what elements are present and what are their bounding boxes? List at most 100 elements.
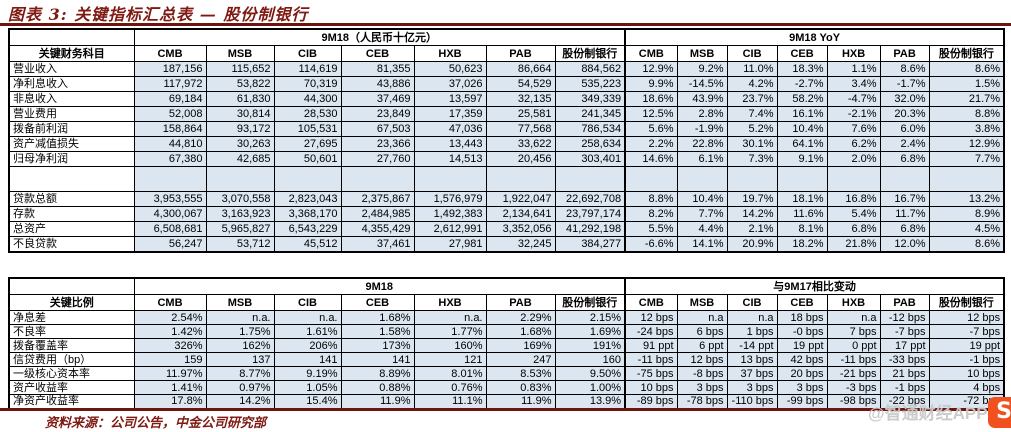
value-cell: 8.2%	[624, 206, 678, 222]
value-cell: 13 bps	[726, 352, 778, 367]
value-cell: 18.1%	[776, 191, 828, 207]
value-cell: 12.0%	[879, 236, 930, 252]
value-cell	[879, 166, 930, 192]
value-cell: -6.6%	[624, 236, 678, 252]
value-cell: 18 bps	[776, 310, 828, 325]
value-cell: 241,345	[554, 106, 626, 122]
watermark-text: @智通财经APP	[868, 404, 988, 423]
value-cell: 16.8%	[826, 191, 881, 207]
value-cell: -99 bps	[776, 394, 828, 409]
value-cell: 42,685	[205, 151, 275, 167]
value-cell: 8.8%	[928, 106, 1005, 122]
value-cell: 43.9%	[676, 91, 728, 107]
bank-column-header: MSB	[205, 45, 275, 62]
value-cell: 20.3%	[879, 106, 930, 122]
value-cell: 2,134,641	[485, 206, 556, 222]
bank-column-header: CEB	[340, 294, 415, 311]
value-cell: 18.3%	[776, 61, 828, 77]
table-row: 拨备覆盖率 326% 162% 206% 173% 160% 169% 191% 91 ppt 6…	[8, 338, 1005, 353]
value-cell: 12.9%	[624, 61, 678, 77]
value-cell: 18.2%	[776, 236, 828, 252]
value-cell: -2.1%	[826, 106, 881, 122]
value-cell: 4,300,067	[133, 206, 207, 222]
bank-column-header: MSB	[676, 45, 728, 62]
bottom-divider-rule	[0, 408, 1011, 411]
value-cell: 37 bps	[726, 366, 778, 381]
group-header-left: 9M18	[133, 277, 626, 295]
value-cell: 173%	[340, 338, 415, 353]
value-cell: 8.8%	[624, 191, 678, 207]
value-cell: 8.6%	[879, 61, 930, 77]
value-cell	[273, 166, 342, 192]
bank-column-header: CEB	[776, 294, 828, 311]
value-cell	[554, 166, 626, 192]
value-cell: 30,263	[205, 136, 275, 152]
value-cell: 1.1%	[826, 61, 881, 77]
value-cell: 6,508,681	[133, 221, 207, 237]
value-cell: 160	[554, 352, 626, 367]
table-row: 营业费用 52,008 30,814 28,530 23,849 17,359 25,581…	[8, 106, 1005, 122]
bank-column-header: CMB	[133, 294, 207, 311]
value-cell: 169%	[485, 338, 556, 353]
row-label: 拨备前利润	[8, 121, 135, 137]
table-row: 资产减值损失 44,810 30,263 27,695 23,366 13,443 33,6…	[8, 136, 1005, 152]
value-cell: 6,543,229	[273, 221, 342, 237]
value-cell: 67,503	[340, 121, 415, 137]
bank-column-header: CEB	[776, 45, 828, 62]
value-cell: 11.9%	[485, 394, 556, 409]
value-cell: 141	[340, 352, 415, 367]
value-cell: -24 bps	[624, 324, 678, 339]
value-cell: 44,300	[273, 91, 342, 107]
value-cell: -75 bps	[624, 366, 678, 381]
value-cell: 9.1%	[776, 151, 828, 167]
value-cell: 17.8%	[133, 394, 207, 409]
value-cell: 247	[485, 352, 556, 367]
value-cell: -4.7%	[826, 91, 881, 107]
row-label: 不良贷款	[8, 236, 135, 252]
value-cell: -11 bps	[826, 352, 881, 367]
value-cell: 25,581	[485, 106, 556, 122]
row-label: 归母净利润	[8, 151, 135, 167]
value-cell: 10 bps	[928, 366, 1005, 381]
value-cell: 187,156	[133, 61, 207, 77]
bank-column-header: CMB	[624, 45, 678, 62]
bank-column-header: CIB	[273, 294, 342, 311]
value-cell: 115,652	[205, 61, 275, 77]
value-cell: 2.4%	[879, 136, 930, 152]
value-cell: 27,760	[340, 151, 415, 167]
value-cell: 5.2%	[726, 121, 778, 137]
bank-column-header: PAB	[879, 294, 930, 311]
value-cell: 1.77%	[413, 324, 487, 339]
value-cell: 7.7%	[928, 151, 1005, 167]
value-cell: 4.5%	[928, 221, 1005, 237]
value-cell: 4.4%	[676, 221, 728, 237]
table-row: 营业收入 187,156 115,652 114,619 81,355 50,623 86,…	[8, 61, 1005, 77]
value-cell: 884,562	[554, 61, 626, 77]
value-cell: n.a.	[205, 310, 275, 325]
value-cell: -78 bps	[676, 394, 728, 409]
value-cell: 1,576,979	[413, 191, 487, 207]
value-cell: 2.2%	[624, 136, 678, 152]
table-row: 一级核心资本率 11.97% 8.77% 9.19% 8.89% 8.01% 8.53% 9.…	[8, 366, 1005, 381]
value-cell: 58.2%	[776, 91, 828, 107]
value-cell: 7.6%	[826, 121, 881, 137]
value-cell: 2.8%	[676, 106, 728, 122]
value-cell: 159	[133, 352, 207, 367]
bank-column-header: HXB	[413, 45, 487, 62]
value-cell: 91 ppt	[624, 338, 678, 353]
value-cell: 9.2%	[676, 61, 728, 77]
watermark-logo-icon: S	[988, 397, 1011, 428]
value-cell: 7.3%	[726, 151, 778, 167]
value-cell: -2.7%	[776, 76, 828, 92]
value-cell: 11.6%	[776, 206, 828, 222]
value-cell: 14.2%	[205, 394, 275, 409]
value-cell: 0.83%	[485, 380, 556, 395]
value-cell: 16.1%	[776, 106, 828, 122]
value-cell: 786,534	[554, 121, 626, 137]
value-cell: 3,352,056	[485, 221, 556, 237]
value-cell: 21.7%	[928, 91, 1005, 107]
value-cell: 19.7%	[726, 191, 778, 207]
value-cell: 1.05%	[273, 380, 342, 395]
value-cell: 7.7%	[676, 206, 728, 222]
value-cell: 23.7%	[726, 91, 778, 107]
